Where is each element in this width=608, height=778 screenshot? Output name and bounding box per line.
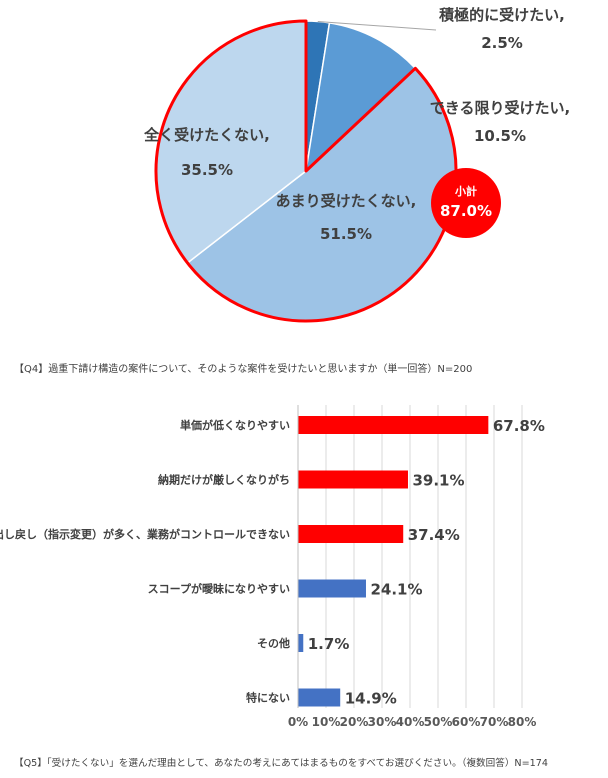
pie-value-label: 35.5% [181, 161, 233, 179]
pie-label: 全く受けたくない, [143, 126, 270, 144]
x-tick-label: 60% [452, 715, 481, 729]
q5-caption: 【Q5】「受けたくない」を選んだ理由として、あなたの考えにあてはまるものをすべて… [14, 758, 548, 769]
x-tick-label: 40% [396, 715, 425, 729]
x-tick-label: 70% [480, 715, 509, 729]
category-label: 単価が低くなりやすい [180, 418, 290, 432]
category-label: その他 [257, 636, 290, 650]
bar [298, 470, 408, 489]
x-tick-label: 20% [340, 715, 369, 729]
value-label: 39.1% [412, 472, 464, 490]
value-label: 14.9% [345, 690, 397, 708]
category-label: スコープが曖昧になりやすい [148, 582, 290, 596]
value-label: 37.4% [408, 526, 460, 544]
x-tick-label: 30% [368, 715, 397, 729]
x-tick-label: 10% [312, 715, 341, 729]
category-label: 納期だけが厳しくなりがち [158, 473, 290, 487]
pie-chart: 積極的に受けたい, 2.5% できる限り受けたい, 10.5% あまり受けたくない, 51… [143, 6, 570, 323]
category-label: 出し戻し（指示変更）が多く、業務がコントロールできない [0, 527, 290, 541]
bar [298, 634, 304, 652]
pie-value-label: 2.5% [481, 34, 523, 52]
subtotal-badge [431, 168, 501, 238]
x-tick-label: 80% [508, 715, 537, 729]
bar [298, 579, 366, 598]
pie-value-label: 10.5% [474, 127, 526, 145]
bar [298, 688, 341, 707]
leader-line [317, 20, 437, 31]
value-label: 1.7% [308, 635, 350, 653]
category-label: 特にない [246, 691, 290, 705]
subtotal-value: 87.0% [440, 202, 492, 220]
bar [298, 525, 404, 543]
pie-label: あまり受けたくない, [276, 192, 417, 210]
value-label: 67.8% [493, 417, 545, 435]
q4-caption: 【Q4】過重下請け構造の案件について、そのような案件を受けたいと思いますか（単一… [14, 364, 473, 375]
bar-chart: 0% 10% 20% 30% 40% 50% 60% 70% 80% 単価が低くなりやすい 67.8… [0, 405, 545, 729]
bar [298, 416, 489, 434]
x-tick-label: 0% [288, 715, 308, 729]
pie-value-label: 51.5% [320, 225, 372, 243]
x-tick-label: 50% [424, 715, 453, 729]
pie-label: 積極的に受けたい, [438, 6, 565, 24]
value-label: 24.1% [370, 581, 422, 599]
pie-label: できる限り受けたい, [430, 99, 570, 117]
subtotal-label: 小計 [454, 184, 477, 198]
pie-slice [304, 21, 417, 174]
